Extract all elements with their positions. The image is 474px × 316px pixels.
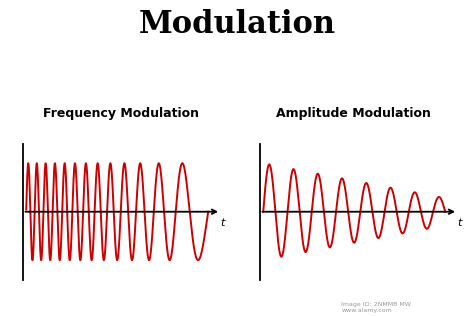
Text: Image ID: 2NMMB MW: Image ID: 2NMMB MW xyxy=(341,302,411,307)
Text: t: t xyxy=(457,217,462,228)
Text: www.alamy.com: www.alamy.com xyxy=(341,308,392,313)
Text: Amplitude Modulation: Amplitude Modulation xyxy=(276,107,430,120)
Text: Modulation: Modulation xyxy=(138,9,336,40)
Text: t: t xyxy=(220,217,225,228)
Text: Frequency Modulation: Frequency Modulation xyxy=(43,107,199,120)
Text: alamy: alamy xyxy=(19,300,52,310)
